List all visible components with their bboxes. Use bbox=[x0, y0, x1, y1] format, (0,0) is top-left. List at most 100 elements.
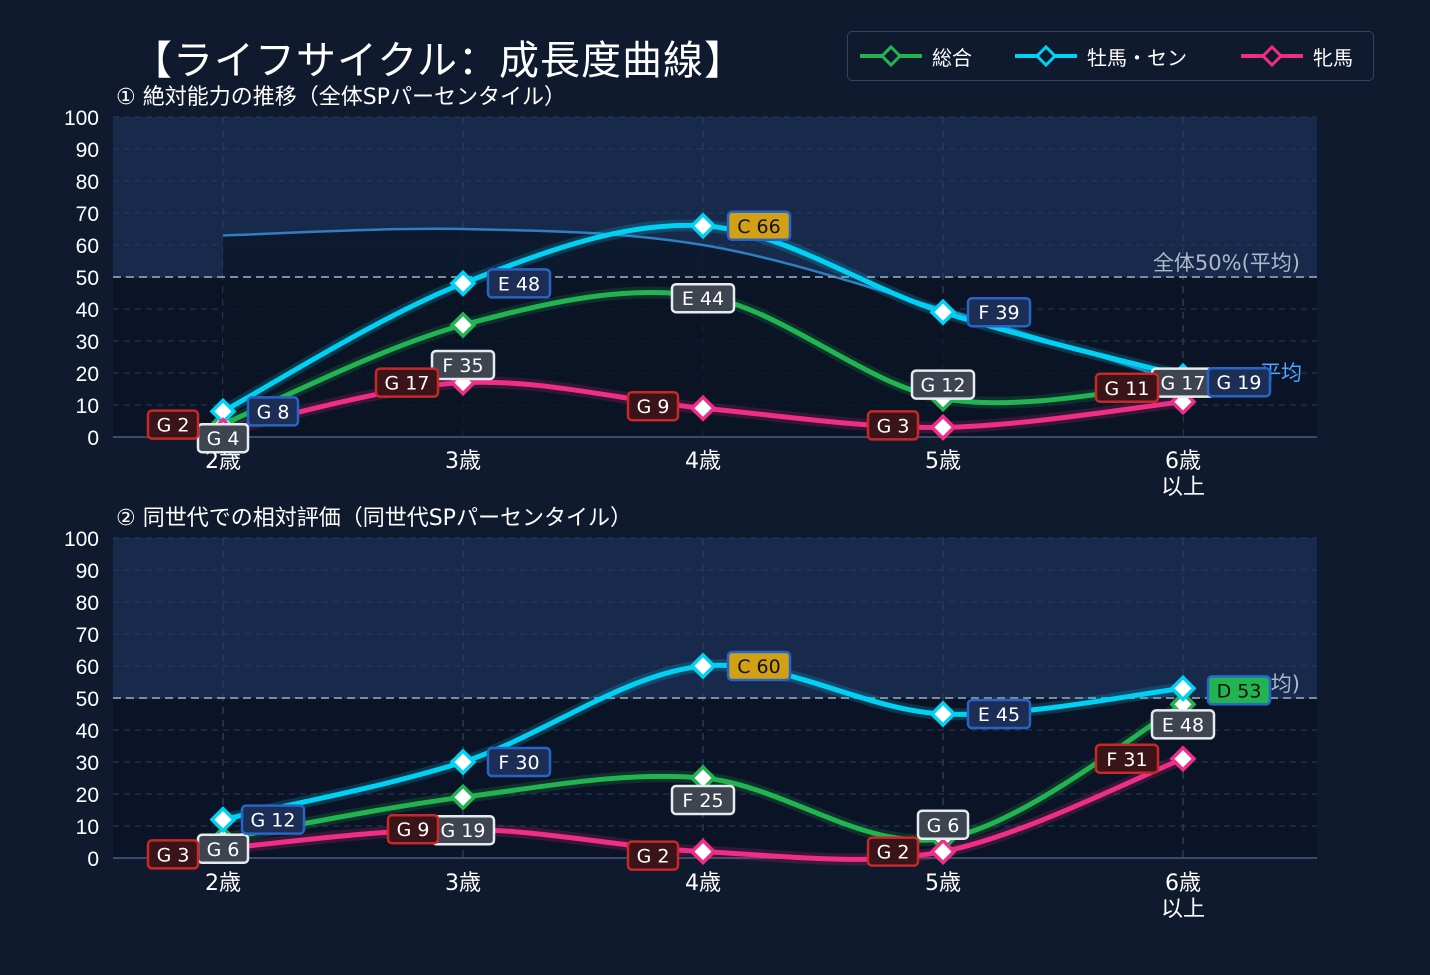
data-label-box bbox=[1206, 675, 1272, 706]
data-label: G 19 bbox=[430, 814, 496, 846]
data-label: G 17 bbox=[374, 367, 440, 398]
data-label-text: E 48 bbox=[498, 273, 540, 295]
y-tick-label: 80 bbox=[76, 592, 99, 615]
panel-2-title: ② 同世代での相対評価（同世代SPパーセンタイル） bbox=[116, 506, 632, 531]
data-label-text: G 3 bbox=[157, 844, 190, 866]
data-label-box bbox=[246, 396, 300, 427]
y-tick-label: 60 bbox=[76, 656, 99, 679]
data-label-text: E 45 bbox=[978, 704, 1020, 726]
data-label: G 6 bbox=[916, 809, 970, 841]
reference-line-label: 均) bbox=[1271, 672, 1300, 696]
data-label-text: F 30 bbox=[498, 752, 539, 774]
data-label-box bbox=[866, 410, 920, 441]
x-tick-label: 以上 bbox=[1161, 475, 1205, 500]
data-label-text: F 39 bbox=[978, 302, 1019, 324]
series-point bbox=[449, 783, 477, 811]
data-label-box bbox=[670, 282, 736, 314]
y-tick-label: 40 bbox=[76, 299, 99, 322]
y-tick-label: 60 bbox=[76, 235, 99, 258]
legend-item-overall: 総合 bbox=[860, 32, 972, 80]
y-tick-label: 40 bbox=[76, 720, 99, 743]
data-label-text: G 6 bbox=[207, 839, 240, 861]
series-point bbox=[449, 269, 477, 297]
data-label: G 2 bbox=[866, 836, 920, 867]
y-tick-label: 90 bbox=[76, 139, 99, 162]
data-label-text: G 8 bbox=[257, 401, 290, 423]
x-tick-label: 5歳 bbox=[925, 449, 961, 474]
series-point bbox=[929, 298, 957, 326]
data-label-text: E 44 bbox=[682, 288, 724, 310]
data-label: G 9 bbox=[626, 390, 680, 422]
data-label-box bbox=[626, 840, 680, 871]
data-label: G 3 bbox=[146, 839, 200, 870]
y-tick-label: 80 bbox=[76, 171, 99, 194]
panel-1-title: ① 絶対能力の推移（全体SPパーセンタイル） bbox=[116, 85, 566, 110]
y-tick-label: 10 bbox=[76, 395, 99, 418]
data-label: D 53 bbox=[1206, 675, 1272, 706]
data-label: G 19 bbox=[1206, 366, 1272, 398]
series-point bbox=[929, 413, 957, 441]
data-label: F 35 bbox=[430, 349, 496, 381]
data-label-box bbox=[670, 784, 736, 816]
y-tick-label: 50 bbox=[76, 688, 99, 711]
series-point bbox=[689, 838, 717, 866]
series-point bbox=[929, 838, 957, 866]
x-tick-label: 4歳 bbox=[685, 871, 721, 896]
data-label-box bbox=[966, 698, 1032, 730]
data-label: C 60 bbox=[726, 650, 792, 682]
data-label-box bbox=[386, 813, 440, 845]
data-label-text: G 19 bbox=[1217, 372, 1262, 394]
data-label-text: G 6 bbox=[927, 815, 960, 837]
x-tick-label: 3歳 bbox=[445, 871, 481, 896]
data-label-text: F 31 bbox=[1106, 749, 1147, 771]
data-label-text: G 3 bbox=[877, 415, 910, 437]
x-tick-label: 3歳 bbox=[445, 449, 481, 474]
y-tick-label: 100 bbox=[64, 528, 99, 551]
data-label-box bbox=[486, 746, 552, 778]
data-label-text: F 35 bbox=[442, 355, 483, 377]
chart-legend: 総合 牡馬・セン 牝馬 bbox=[847, 31, 1374, 81]
data-label-box bbox=[966, 296, 1032, 328]
data-label-box bbox=[866, 836, 920, 867]
data-label-text: G 17 bbox=[1161, 373, 1206, 395]
data-label-box bbox=[1206, 366, 1272, 398]
series-point bbox=[929, 700, 957, 728]
data-label-text: G 9 bbox=[397, 819, 430, 841]
data-label-box bbox=[1150, 709, 1216, 740]
data-label: G 3 bbox=[866, 410, 920, 441]
data-label-text: F 25 bbox=[682, 790, 723, 812]
data-label-text: G 4 bbox=[207, 428, 240, 450]
data-label-text: G 19 bbox=[441, 820, 486, 842]
x-tick-label: 以上 bbox=[1161, 897, 1205, 922]
y-tick-label: 100 bbox=[64, 107, 99, 130]
y-tick-label: 10 bbox=[76, 816, 99, 839]
legend-item-male: 牡馬・セン bbox=[1015, 32, 1187, 80]
x-tick-label: 6歳 bbox=[1165, 871, 1201, 896]
data-label: G 12 bbox=[240, 804, 306, 835]
y-tick-label: 30 bbox=[76, 331, 99, 354]
data-label-text: G 2 bbox=[157, 415, 190, 437]
data-label-text: C 60 bbox=[737, 656, 780, 678]
data-label-box bbox=[626, 390, 680, 422]
data-label: E 48 bbox=[486, 268, 552, 299]
x-tick-label: 2歳 bbox=[205, 871, 241, 896]
data-label-text: G 9 bbox=[637, 396, 670, 418]
data-label: G 11 bbox=[1094, 372, 1160, 404]
y-tick-label: 20 bbox=[76, 363, 99, 386]
data-label-text: G 2 bbox=[877, 842, 910, 864]
data-label-box bbox=[1094, 372, 1160, 404]
legend-label-male: 牡馬・セン bbox=[1087, 45, 1187, 70]
data-label: G 9 bbox=[386, 813, 440, 845]
y-tick-label: 30 bbox=[76, 752, 99, 775]
data-label-box bbox=[726, 650, 792, 682]
data-label-text: C 66 bbox=[737, 216, 780, 238]
page-title: 【ライフサイクル：成長度曲線】 bbox=[132, 38, 745, 84]
data-label: G 2 bbox=[626, 840, 680, 871]
data-label-box bbox=[374, 367, 440, 398]
data-label-text: G 12 bbox=[251, 810, 296, 832]
data-label: G 8 bbox=[246, 396, 300, 427]
data-label-box bbox=[916, 809, 970, 841]
